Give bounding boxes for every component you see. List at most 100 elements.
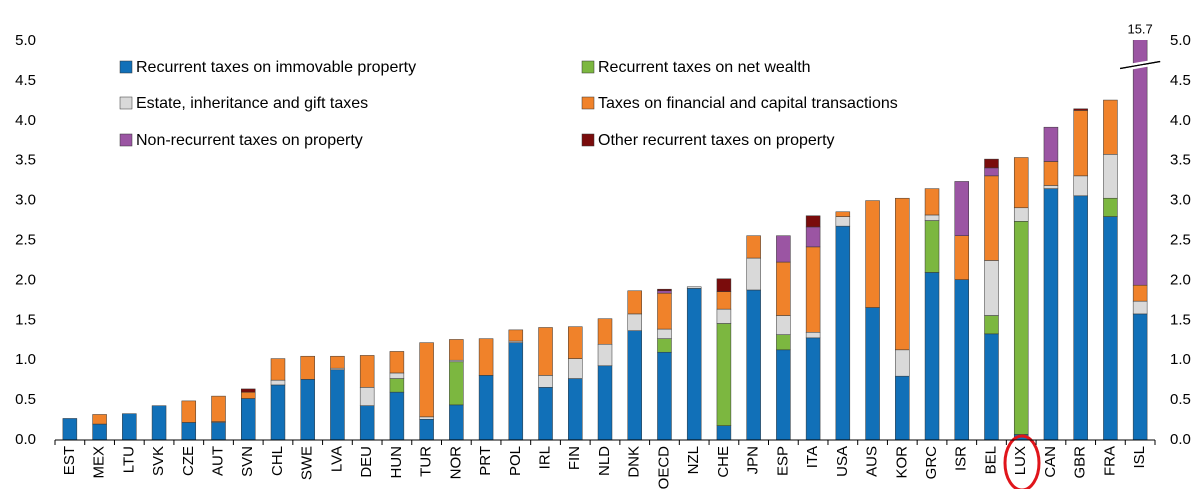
bar-segment (686, 286, 702, 289)
x-tick-label: ISR (953, 446, 970, 471)
y-tick-label: 0.0 (15, 431, 36, 448)
bar-segment (211, 422, 226, 441)
bar-segment (627, 313, 642, 331)
bar-segment (1103, 216, 1118, 441)
bar-segment (389, 372, 405, 379)
bar-segment (954, 279, 969, 441)
x-tick-label: AUS (864, 446, 881, 477)
x-tick-label: JPN (745, 446, 762, 474)
x-tick-label: SVN (239, 446, 256, 477)
x-tick-label: ESP (774, 446, 791, 476)
x-tick-label: FIN (566, 446, 583, 470)
bar-segment (181, 422, 197, 441)
legend-label: Recurrent taxes on net wealth (598, 59, 811, 76)
bar-segment (359, 355, 375, 388)
bars (62, 40, 1148, 441)
bar-segment (270, 384, 286, 441)
bar-segment (1103, 197, 1118, 217)
x-tick-label: AUT (209, 446, 226, 476)
x-tick-label: HUN (388, 446, 405, 479)
bar-segment (92, 414, 107, 425)
bar-segment (568, 358, 583, 379)
x-tick-label: SWE (299, 446, 316, 480)
bar-segment (657, 292, 672, 330)
bar-segment (865, 200, 880, 308)
bar-segment (984, 315, 999, 335)
bar-segment (300, 355, 315, 380)
bar-segment (805, 332, 821, 339)
bar-segment (865, 307, 880, 441)
bar-segment (359, 405, 375, 441)
y2-tick-label: 5.0 (1170, 32, 1191, 49)
bar-segment (1132, 40, 1148, 286)
bar-segment (954, 181, 969, 236)
bar-segment (1013, 221, 1029, 435)
bar-segment (657, 328, 672, 339)
bar-segment (805, 246, 821, 333)
bar-segment (984, 175, 999, 261)
x-tick-label: GRC (923, 446, 940, 480)
x-tick-label: CHL (269, 446, 286, 476)
bar-segment (746, 289, 761, 441)
legend-swatch (119, 96, 133, 110)
bar-segment (389, 378, 405, 393)
bar-segment (984, 167, 999, 177)
y2-tick-label: 4.5 (1170, 72, 1191, 89)
y2-tick-label: 2.0 (1170, 271, 1191, 288)
bar-segment (1013, 157, 1029, 209)
bar-segment (746, 235, 761, 259)
x-tick-label: NLD (596, 446, 613, 476)
bar-segment (805, 215, 821, 228)
bar-segment (359, 387, 375, 406)
bar-segment (1013, 207, 1029, 222)
x-tick-label: OECD (655, 446, 672, 489)
y-tick-label: 2.0 (15, 271, 36, 288)
x-tick-label: SVK (150, 446, 167, 476)
bar-segment (330, 369, 345, 441)
bar-segment (478, 338, 494, 376)
x-tick-label: EST (61, 446, 78, 475)
x-tick-label: BEL (982, 446, 999, 474)
y-tick-label: 1.5 (15, 311, 36, 328)
bar-segment (1073, 195, 1088, 441)
x-tick-label: NOR (447, 446, 464, 480)
bar-segment (1132, 300, 1148, 315)
bar-segment (805, 337, 821, 441)
bar-segment (1132, 313, 1148, 441)
bar-segment (627, 330, 642, 441)
x-tick-label: MEX (91, 446, 108, 479)
bar-segment (895, 197, 910, 351)
bar-segment (1073, 175, 1088, 197)
bar-segment (805, 226, 821, 248)
x-tick-label: TUR (418, 446, 435, 477)
bar-segment (1073, 108, 1088, 111)
x-tick-label: DEU (358, 446, 375, 478)
bar-segment (657, 338, 672, 353)
legend-swatch (581, 60, 595, 74)
bar-segment (835, 216, 851, 227)
bar-segment (1103, 99, 1118, 155)
bar-segment (330, 355, 345, 369)
bar-segment (984, 158, 999, 169)
x-tick-label: ISL (1131, 446, 1148, 469)
bar-segment (984, 260, 999, 316)
bar-segment (1043, 126, 1059, 162)
bar-segment (686, 288, 702, 441)
bar-segment (211, 395, 226, 422)
legend-label: Taxes on financial and capital transacti… (598, 95, 898, 112)
bar-segment (984, 333, 999, 441)
y-tick-label: 5.0 (15, 32, 36, 49)
bar-segment (538, 327, 553, 376)
bar-segment (241, 388, 256, 393)
y-tick-label: 2.5 (15, 231, 36, 248)
y2-tick-label: 0.5 (1170, 391, 1191, 408)
bar-segment (597, 365, 613, 441)
legend-swatch (119, 60, 133, 74)
y2-tick-label: 1.0 (1170, 351, 1191, 368)
bar-segment (924, 214, 940, 221)
break-mark (1120, 60, 1161, 70)
x-tick-label: IRL (537, 446, 554, 469)
y-tick-label: 3.0 (15, 192, 36, 209)
bar-segment (657, 288, 672, 292)
x-tick-label: USA (834, 446, 851, 477)
